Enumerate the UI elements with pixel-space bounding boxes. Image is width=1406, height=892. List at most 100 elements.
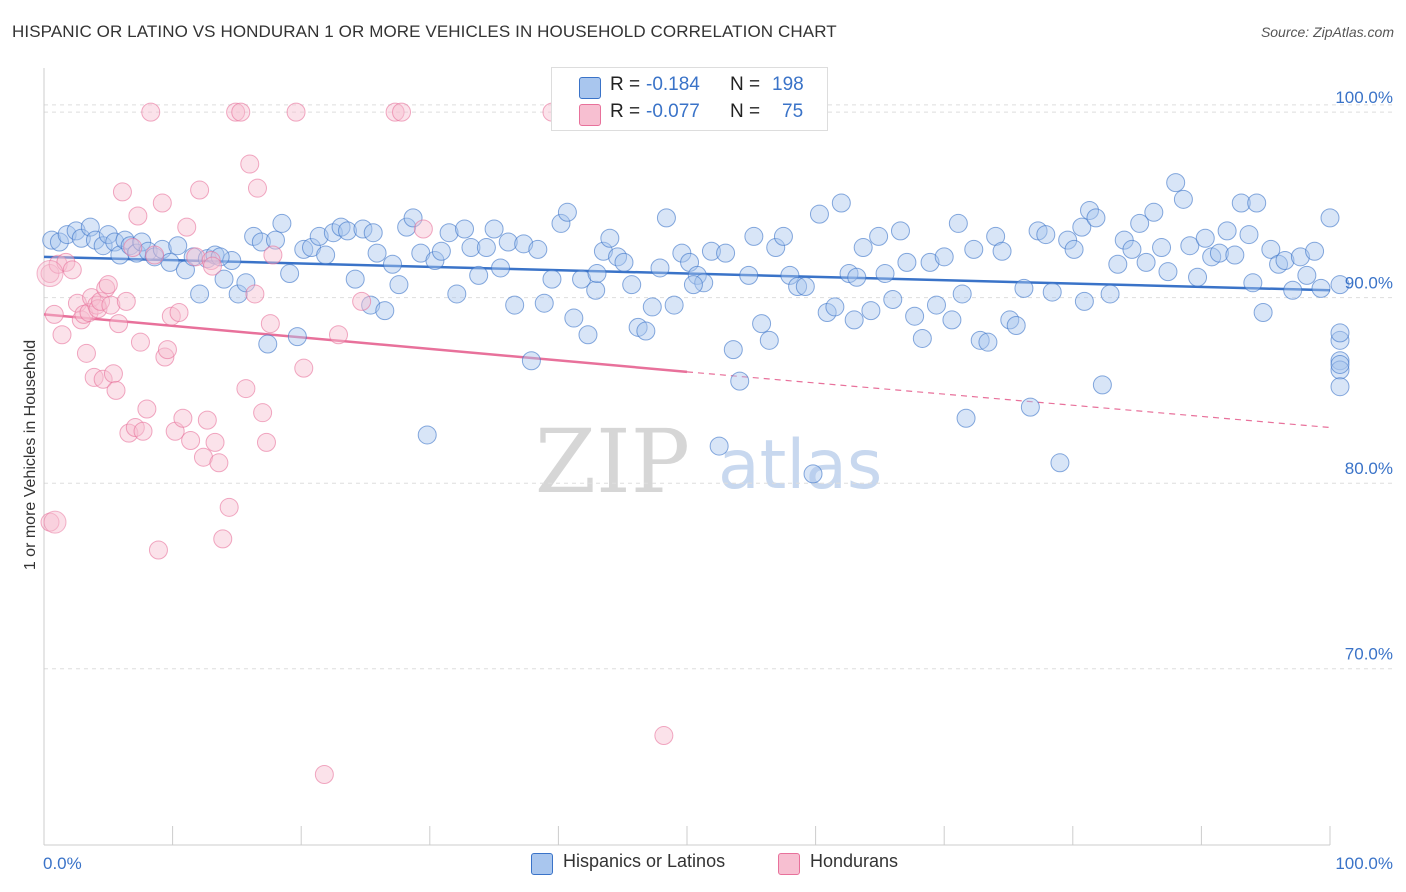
honduran-point xyxy=(205,432,225,452)
hispanic-point xyxy=(1217,221,1237,241)
y-tick-label: 100.0% xyxy=(1335,88,1393,107)
hispanic-point xyxy=(1330,330,1350,350)
honduran-point xyxy=(93,369,113,389)
hispanic-point xyxy=(730,371,750,391)
hispanic-point xyxy=(367,243,387,263)
hispanic-point xyxy=(1269,254,1289,274)
hispanic-point xyxy=(93,236,113,256)
honduran-point xyxy=(231,102,251,122)
bottom-legend-swatch-blue xyxy=(531,853,553,875)
hispanic-point xyxy=(455,219,475,239)
honduran-point xyxy=(137,399,157,419)
hispanic-point xyxy=(251,232,271,252)
hispanic-point xyxy=(1290,247,1310,267)
hispanic-point xyxy=(469,265,489,285)
hispanic-point xyxy=(942,310,962,330)
honduran-point xyxy=(209,453,229,473)
hispanic-point xyxy=(484,219,504,239)
hispanic-point xyxy=(461,238,481,258)
honduran-point xyxy=(236,379,256,399)
honduran-point xyxy=(48,254,68,274)
honduran-point xyxy=(186,247,206,267)
hispanic-point xyxy=(1014,278,1034,298)
hispanic-point xyxy=(1275,251,1295,271)
hispanic-point xyxy=(964,239,984,259)
chart-title: HISPANIC OR LATINO VS HONDURAN 1 OR MORE… xyxy=(12,22,837,41)
hispanic-point xyxy=(447,284,467,304)
bottom-legend-swatch-pink xyxy=(778,853,800,875)
tick-labels: 100.0% 90.0% 80.0% 70.0% 0.0% 100.0% xyxy=(43,88,1393,873)
honduran-point xyxy=(240,154,260,174)
honduran-point xyxy=(226,102,246,122)
trend-lines xyxy=(43,255,1331,429)
hispanic-point xyxy=(1006,315,1026,335)
legend-swatch-blue xyxy=(579,77,601,99)
y-tick-label: 80.0% xyxy=(1345,459,1393,478)
hispanic-point xyxy=(1136,252,1156,272)
hispanic-point xyxy=(1330,275,1350,295)
hispanic-point xyxy=(1239,225,1259,245)
hispanic-point xyxy=(316,245,336,265)
honduran-point xyxy=(141,102,161,122)
hispanic-point xyxy=(1173,189,1193,209)
axes xyxy=(43,68,1331,846)
honduran-point xyxy=(201,251,221,271)
honduran-point xyxy=(52,325,72,345)
hispanic-point xyxy=(280,264,300,284)
honduran-point xyxy=(169,302,189,322)
honduran-point xyxy=(385,102,405,122)
honduran-point xyxy=(219,497,239,517)
honduran-point xyxy=(314,764,334,784)
hispanic-point xyxy=(1108,254,1128,274)
hispanic-point xyxy=(780,265,800,285)
hispanic-point xyxy=(294,239,314,259)
hispanic-point xyxy=(766,238,786,258)
honduran-point xyxy=(123,238,143,258)
hispanic-point xyxy=(1330,377,1350,397)
honduran-point xyxy=(245,284,265,304)
hispanic-point xyxy=(1247,193,1267,213)
hispanic-point xyxy=(1050,453,1070,473)
hispanic-point xyxy=(844,310,864,330)
legend-swatch-pink xyxy=(579,104,601,126)
source-label: Source: ZipAtlas.com xyxy=(1260,24,1394,40)
legend-r-label: R = xyxy=(610,101,641,122)
hispanic-point xyxy=(425,251,445,271)
honduran-point xyxy=(247,178,267,198)
honduran-point xyxy=(116,291,136,311)
hispanic-point xyxy=(353,219,373,239)
hispanic-point xyxy=(439,223,459,243)
hispanic-point xyxy=(952,284,972,304)
honduran-point xyxy=(76,343,96,363)
hispanic-point xyxy=(723,340,743,360)
hispanic-point xyxy=(190,284,210,304)
legend: R = -0.184 N = 198 R = -0.077 N = 75 xyxy=(551,67,828,131)
honduran-point xyxy=(213,529,233,549)
hispanic-point xyxy=(49,232,69,252)
hispanic-point xyxy=(528,239,548,259)
honduran-point xyxy=(109,314,129,334)
watermark-zip: ZIP xyxy=(535,410,690,513)
hispanic-point xyxy=(795,277,815,297)
hispanic-point xyxy=(1080,200,1100,220)
hispanic-point xyxy=(1144,202,1164,222)
bottom-legend-label: Hispanics or Latinos xyxy=(563,851,726,871)
hispanic-point xyxy=(1231,193,1251,213)
hispanic-point xyxy=(521,351,541,371)
hispanic-point xyxy=(683,275,703,295)
hispanic-point xyxy=(853,238,873,258)
hispanic-point xyxy=(534,293,554,313)
hispanic-point xyxy=(1209,243,1229,263)
hispanic-point xyxy=(934,247,954,267)
hispanic-point xyxy=(1243,273,1263,293)
hispanic-point xyxy=(85,230,105,250)
hispanic-point xyxy=(788,277,808,297)
hispanic-point xyxy=(920,252,940,272)
hispanic-point xyxy=(331,217,351,237)
hispanic-point xyxy=(476,238,496,258)
hispanic-point xyxy=(622,275,642,295)
honduran-point xyxy=(177,217,197,237)
hispanic-point xyxy=(739,265,759,285)
hispanic-point xyxy=(897,252,917,272)
legend-n-value: 198 xyxy=(772,74,804,95)
